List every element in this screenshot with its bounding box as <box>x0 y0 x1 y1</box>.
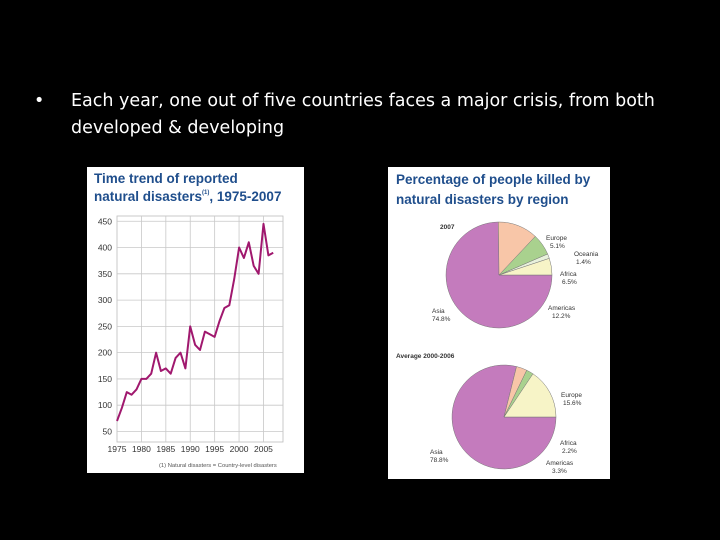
pie-subtitle: 2007 <box>440 224 455 231</box>
pie-label-europe: Europe <box>546 235 567 242</box>
pie-subtitle: Average 2000-2006 <box>396 353 455 360</box>
pie-label-africa: Africa <box>560 271 577 278</box>
pie-label-oceania: Oceania <box>574 251 599 258</box>
pie-value-asia: 74.8% <box>432 316 451 323</box>
y-tick-label: 250 <box>98 321 112 331</box>
disasters-trend-chart-panel: Time trend of reported natural disasters(… <box>87 167 304 473</box>
bullet-text: Each year, one out of five countries fac… <box>71 91 655 138</box>
x-tick-label: 2000 <box>230 444 249 454</box>
y-tick-label: 450 <box>98 216 112 226</box>
pie-label-americas: Americas <box>548 305 576 312</box>
x-tick-label: 1985 <box>156 444 175 454</box>
pie-value-europe: 15.6% <box>563 400 582 407</box>
pie-value-africa: 6.5% <box>562 279 577 286</box>
y-tick-label: 400 <box>98 243 112 253</box>
x-tick-label: 1980 <box>132 444 151 454</box>
pie-value-africa: 2.2% <box>562 448 577 455</box>
plot-area <box>116 215 284 443</box>
pie-label-europe: Europe <box>561 392 582 399</box>
pie-label-asia: Asia <box>430 449 443 456</box>
pie-value-oceania: 1.4% <box>576 259 591 266</box>
chart-title-range: , 1975-2007 <box>209 189 281 204</box>
chart-title-line2: natural disasters by region <box>396 192 569 207</box>
y-tick-label: 300 <box>98 295 112 305</box>
y-tick-label: 350 <box>98 269 112 279</box>
chart-title: Percentage of people killed by <box>396 172 591 187</box>
pie-label-americas: Americas <box>546 460 574 467</box>
pie-slice-asia <box>445 221 553 329</box>
x-tick-label: 1995 <box>205 444 224 454</box>
bullet-dot: • <box>34 91 45 111</box>
y-tick-label: 50 <box>103 426 113 436</box>
deaths-by-region-chart-panel: Percentage of people killed by natural di… <box>388 167 610 479</box>
x-tick-label: 1975 <box>108 444 127 454</box>
y-tick-label: 150 <box>98 374 112 384</box>
pie-value-americas: 12.2% <box>552 313 571 320</box>
pie-slice-americas <box>498 221 536 276</box>
y-tick-label: 100 <box>98 400 112 410</box>
bullet-point: • Each year, one out of five countries f… <box>34 88 674 142</box>
pie-value-asia: 78.8% <box>430 457 449 464</box>
x-tick-label: 1990 <box>181 444 200 454</box>
chart-title-footnote-marker: (1) <box>202 190 209 196</box>
pie-slice-europe <box>503 373 557 418</box>
pie-slice-asia <box>451 364 557 470</box>
series-line <box>116 222 274 422</box>
y-tick-label: 200 <box>98 348 112 358</box>
chart-footnote: (1) Natural disasters = Country-level di… <box>159 463 277 469</box>
x-tick-label: 2005 <box>254 444 273 454</box>
chart-title-text: natural disasters <box>94 189 202 204</box>
pie-value-americas: 3.3% <box>552 468 567 475</box>
chart-title-line2: natural disasters(1), 1975-2007 <box>94 189 281 204</box>
pie-label-asia: Asia <box>432 308 445 315</box>
pie-value-europe: 5.1% <box>550 243 565 250</box>
chart-title: Time trend of reported <box>94 171 238 186</box>
pie-label-africa: Africa <box>560 440 577 447</box>
deaths-by-region-chart: Percentage of people killed by natural di… <box>396 172 599 475</box>
pie-slice-americas <box>503 366 528 418</box>
